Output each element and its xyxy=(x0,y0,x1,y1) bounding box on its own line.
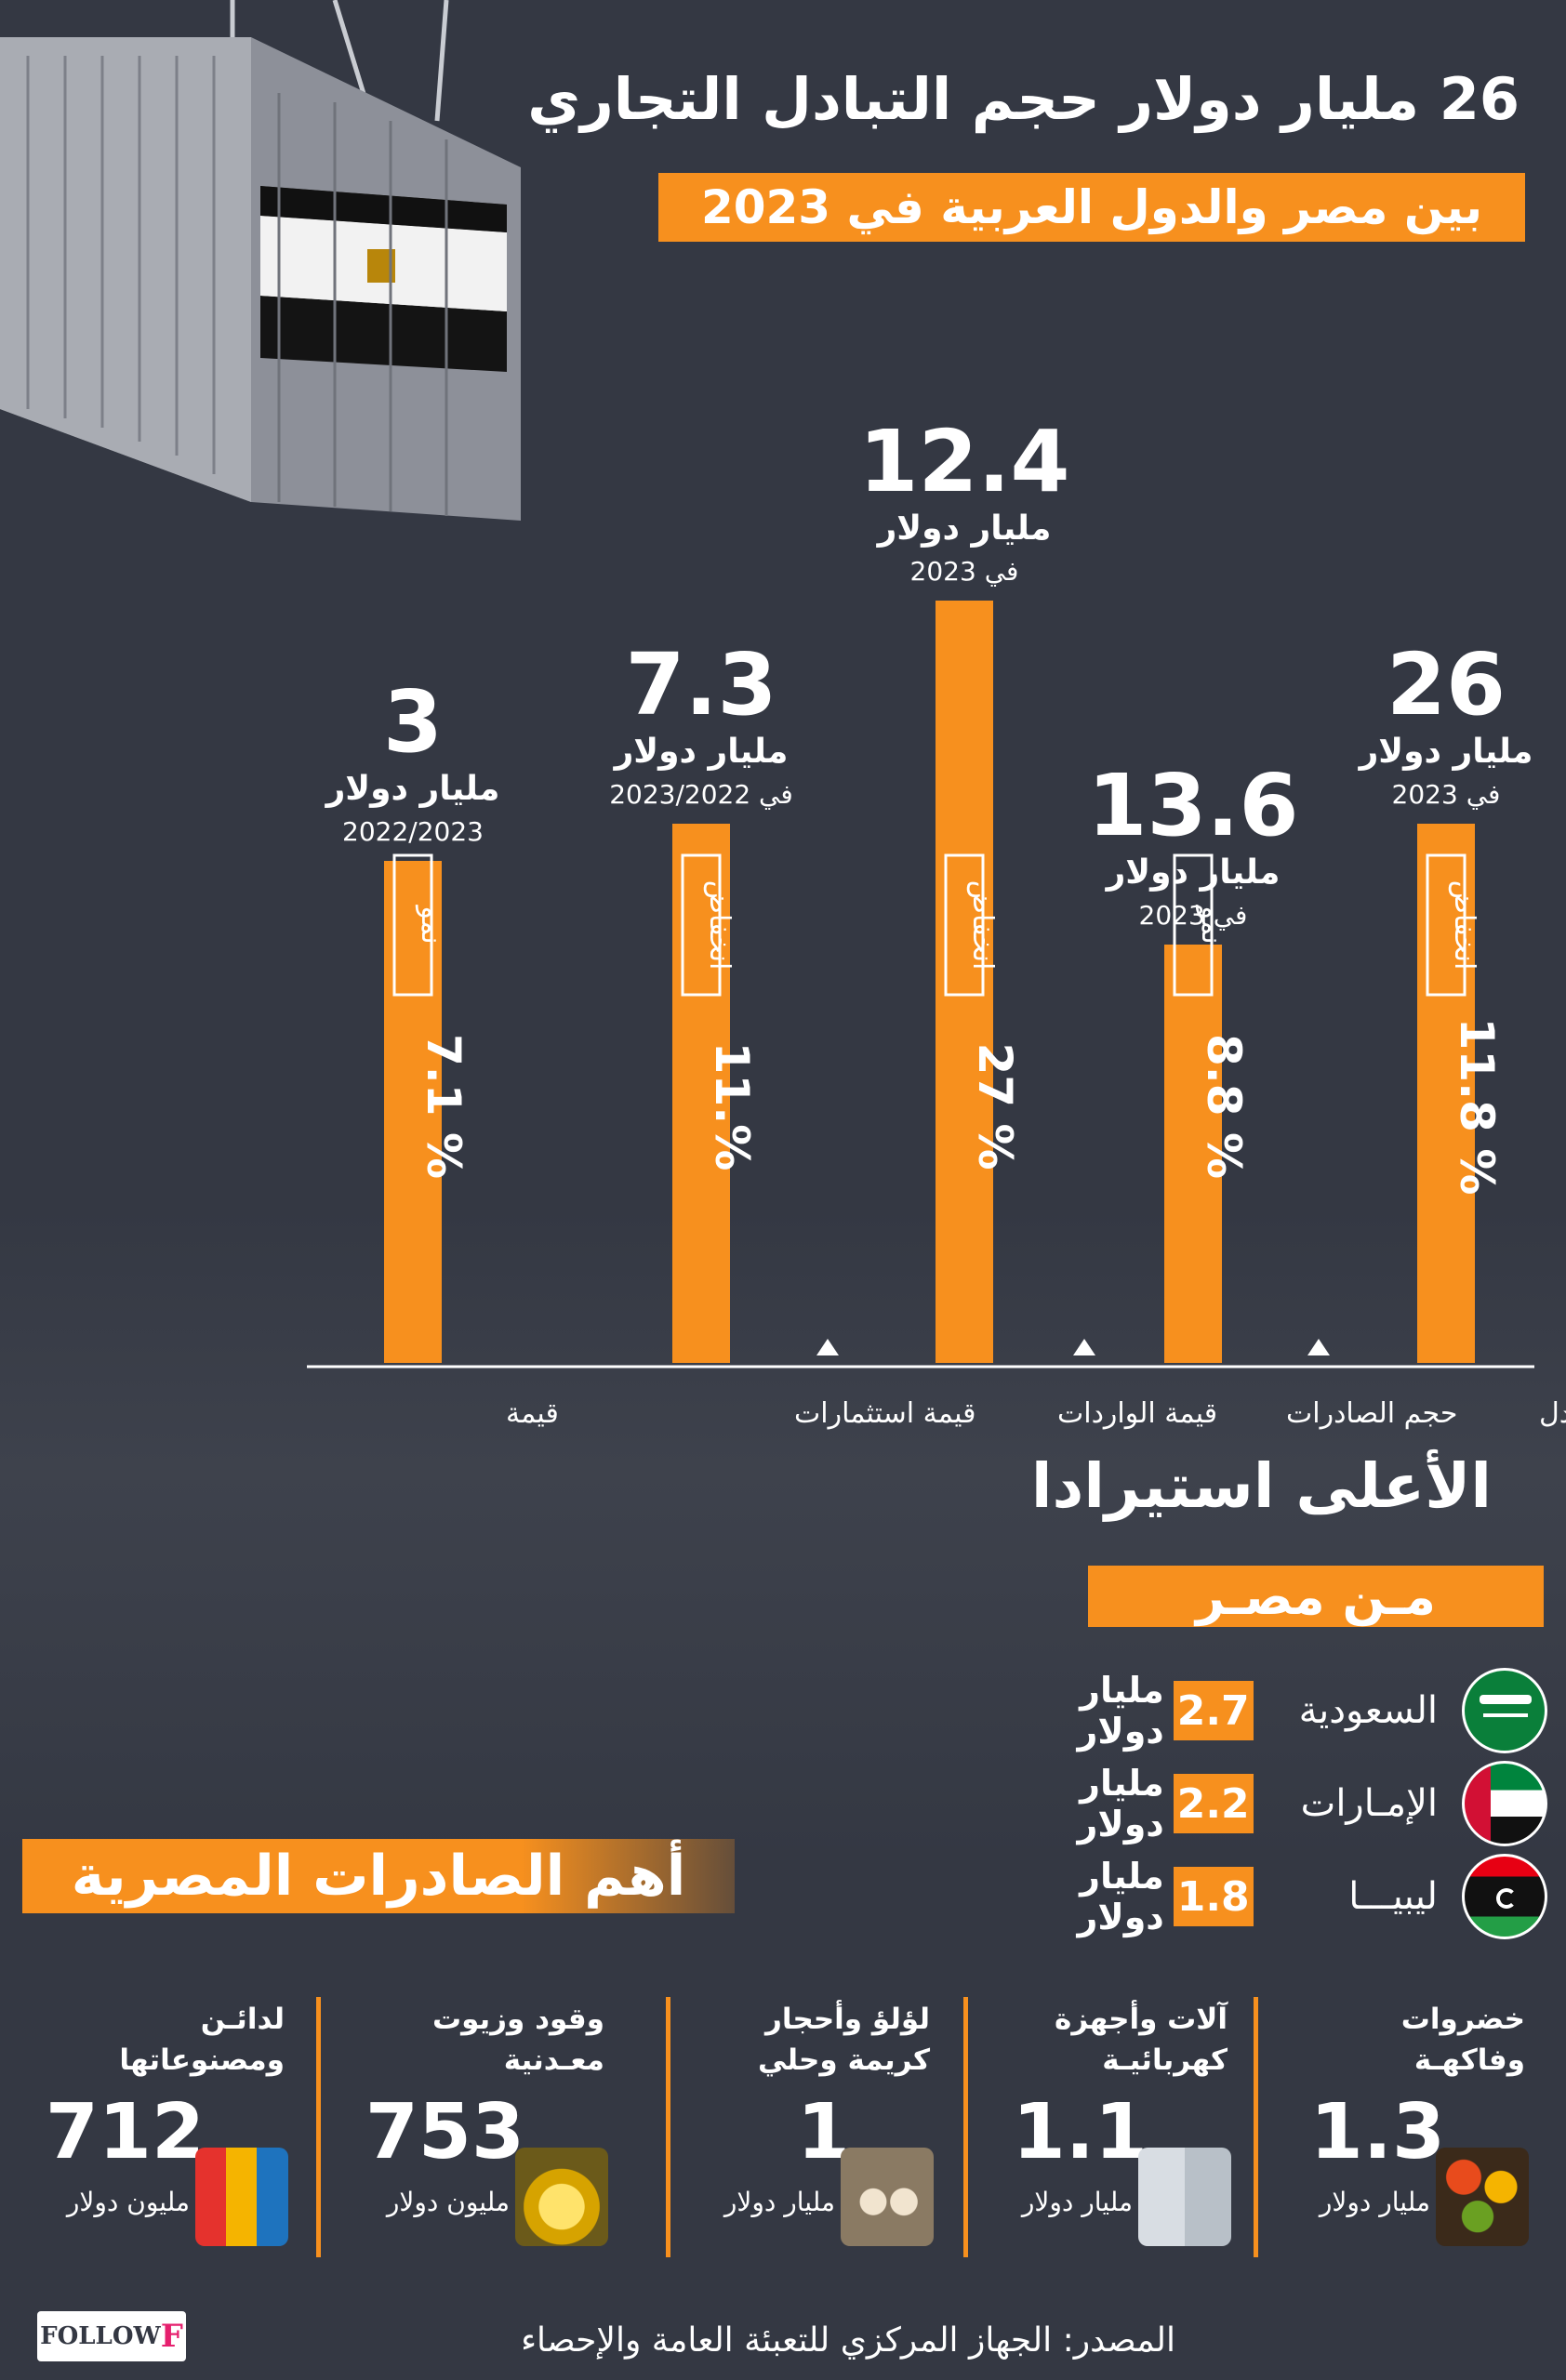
export-value: 712 xyxy=(45,2088,205,2176)
category-label: قيمة xyxy=(506,1397,559,1430)
export-unit: مليون دولار xyxy=(386,2187,510,2217)
fruits-icon xyxy=(1436,2148,1529,2246)
import-row-libya: ليبيـــا 1.8 مليار دولار xyxy=(989,1854,1547,1939)
import-value: 2.7 xyxy=(1173,1681,1254,1740)
percent-change-label: % 8.8 xyxy=(1197,1034,1251,1179)
import-unit: مليار دولار xyxy=(1077,1763,1164,1844)
bar-unit-label: مليار دولار xyxy=(613,733,789,771)
category-label: قيمة الواردات xyxy=(1057,1397,1217,1430)
export-divider xyxy=(666,1997,670,2257)
page-subtitle: بين مصر والدول العربية في 2023 xyxy=(658,173,1525,242)
trend-tag-box xyxy=(392,853,433,997)
export-unit: مليار دولار xyxy=(1021,2187,1133,2217)
source-note: المصدر: الجهاز المركزي للتعبئة العامة وا… xyxy=(521,2321,1175,2360)
bar-value-label: 13.6 xyxy=(1088,756,1299,855)
background-ship-image xyxy=(0,1209,1566,1859)
bar-value-label: 7.3 xyxy=(626,635,777,734)
bar-period-label: في 2023 xyxy=(1392,779,1501,810)
export-divider xyxy=(963,1997,968,2257)
bar xyxy=(936,601,993,1363)
bar-period-label: في 2023 xyxy=(910,556,1019,587)
import-row-saudi: السعودية 2.7 مليار دولار xyxy=(989,1668,1547,1753)
export-item-oil: وقود وزيوت معـدنية 753 مليون دولار xyxy=(329,1999,627,2259)
import-unit: مليار دولار xyxy=(1077,1856,1164,1937)
trend-tag-label: نمو xyxy=(415,904,447,944)
trend-tag-box xyxy=(1173,853,1214,997)
trend-tag-label: انخفاض xyxy=(966,880,999,971)
trend-tag-label: انخفاض xyxy=(703,880,736,971)
bar-unit-label: مليار دولار xyxy=(1358,733,1533,771)
import-country: السعودية xyxy=(1298,1689,1438,1732)
percent-change-label: % 7.1 xyxy=(417,1034,471,1179)
export-name: خضروات وفاكهـة xyxy=(1400,2003,1525,2077)
export-unit: مليار دولار xyxy=(1319,2187,1430,2217)
trend-tag-box xyxy=(944,853,985,997)
bar-value-label: 12.4 xyxy=(859,412,1070,511)
bar-unit-label: مليار دولار xyxy=(325,770,500,808)
uae-flag-icon xyxy=(1462,1761,1547,1846)
export-name: لؤلؤ وأحجار كريمة وحلي xyxy=(758,2003,930,2077)
export-divider xyxy=(316,1997,321,2257)
follow-logo-mark: F xyxy=(160,2318,183,2355)
percent-change-label: % 11.8 xyxy=(1450,1018,1504,1196)
trend-tag-box xyxy=(1426,853,1466,997)
bar-period-label: في 2023/2022 xyxy=(609,779,793,810)
category-label: حجم الصادرات xyxy=(1286,1397,1457,1430)
imports-subtitle: مـن مصـر xyxy=(1088,1566,1544,1627)
baseline-tick-marker xyxy=(816,1339,839,1355)
export-name: لدائـن ومصنوعاتها xyxy=(119,2003,285,2077)
bar-period-label: في 2023 xyxy=(1139,900,1248,931)
export-item-fruits: خضروات وفاكهـة 1.3 مليار دولار xyxy=(1250,1999,1547,2259)
import-country: الإمـارات xyxy=(1300,1782,1438,1825)
bar-value-label: 3 xyxy=(383,672,443,772)
import-unit: مليار دولار xyxy=(1077,1670,1164,1752)
follow-logo-text: FOLLOW xyxy=(40,2322,161,2350)
export-value: 1.1 xyxy=(1012,2088,1148,2176)
export-unit: مليار دولار xyxy=(723,2187,835,2217)
bar-period-label: 2022/2023 xyxy=(342,816,484,847)
follow-logo: F FOLLOW xyxy=(37,2311,186,2361)
saudi-flag-icon xyxy=(1462,1668,1547,1753)
export-name: وقود وزيوت معـدنية xyxy=(431,2003,604,2077)
appliances-icon xyxy=(1138,2148,1231,2246)
baseline-tick-marker xyxy=(1073,1339,1095,1355)
libya-flag-icon xyxy=(1462,1854,1547,1939)
shipping-container-illustration xyxy=(0,0,521,521)
exports-title: أهم الصادرات المصرية xyxy=(22,1839,735,1913)
import-value: 1.8 xyxy=(1173,1867,1254,1926)
bar-unit-label: مليار دولار xyxy=(876,509,1052,548)
trend-tag-label: انخفاض xyxy=(1448,880,1480,971)
export-value: 1.3 xyxy=(1309,2088,1445,2176)
bar-value-label: 26 xyxy=(1387,635,1506,734)
category-label: قيمة استثمارات xyxy=(794,1397,975,1430)
oil-icon xyxy=(515,2148,608,2246)
bar xyxy=(1164,945,1222,1363)
import-value: 2.2 xyxy=(1173,1774,1254,1833)
plastics-icon xyxy=(195,2148,288,2246)
export-unit: مليون دولار xyxy=(66,2187,190,2217)
export-value: 753 xyxy=(365,2088,524,2176)
percent-change-label: % 27 xyxy=(968,1042,1022,1170)
trend-tag-label: نمو xyxy=(1195,904,1228,944)
export-item-appliances: آلات وأجهزة كهربائيـة 1.1 مليار دولار xyxy=(952,1999,1250,2259)
percent-change-label: %.11 xyxy=(705,1042,759,1171)
trend-tag-box xyxy=(681,853,722,997)
page-title: 26 مليار دولار حجم التبادل التجاري xyxy=(527,65,1520,133)
import-country: ليبيـــا xyxy=(1348,1875,1438,1918)
category-label: حجم التبادل xyxy=(1539,1397,1566,1430)
import-row-uae: الإمـارات 2.2 مليار دولار xyxy=(989,1761,1547,1846)
imports-title: الأعلى استيرادا xyxy=(1030,1450,1492,1522)
bar-unit-label: مليار دولار xyxy=(1105,853,1281,892)
export-divider xyxy=(1254,1997,1258,2257)
baseline-tick-marker xyxy=(1307,1339,1330,1355)
pearl-icon xyxy=(841,2148,934,2246)
export-item-pearls: لؤلؤ وأحجار كريمة وحلي 1 مليار دولار xyxy=(655,1999,952,2259)
export-name: آلات وأجهزة كهربائيـة xyxy=(1055,2003,1228,2077)
export-item-plastics: لدائـن ومصنوعاتها 712 مليون دولار xyxy=(9,1999,307,2259)
